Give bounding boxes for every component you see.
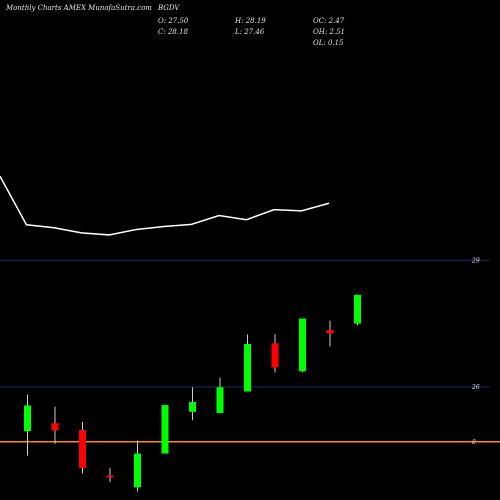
oh-value: OH: 2.51 (313, 28, 346, 36)
candle-body-down (79, 429, 86, 468)
open-value: O: 27.50 (158, 17, 189, 25)
candle-body-up (189, 402, 196, 412)
y-tick-label: 8 (472, 439, 476, 446)
y-tick-label: 29 (471, 257, 480, 264)
chart-source-label: Monthly Charts AMEX MunafaSutra.com (6, 4, 152, 12)
high-value: H: 28.19 (235, 17, 266, 25)
oc-value: OC: 2.47 (313, 17, 345, 25)
candle-body-down (51, 423, 59, 431)
ol-value: OL: 0.15 (313, 39, 344, 47)
candle-body-up (161, 405, 169, 454)
symbol-label: BGDV (158, 4, 180, 12)
candle-body-down (271, 343, 279, 368)
candle-body-down (326, 329, 334, 334)
candle-body-down (106, 475, 114, 478)
candle-body-up (134, 453, 141, 488)
candle-body-up (244, 343, 251, 392)
candle-body-up (24, 405, 31, 432)
trend-line (0, 175, 330, 236)
candle-body-up (216, 387, 224, 414)
low-value: L: 27.46 (235, 28, 265, 36)
close-value: C: 28.18 (158, 28, 188, 36)
candle-body-up (354, 294, 361, 324)
candle-body-up (299, 318, 306, 372)
y-tick-label: 26 (471, 384, 480, 391)
